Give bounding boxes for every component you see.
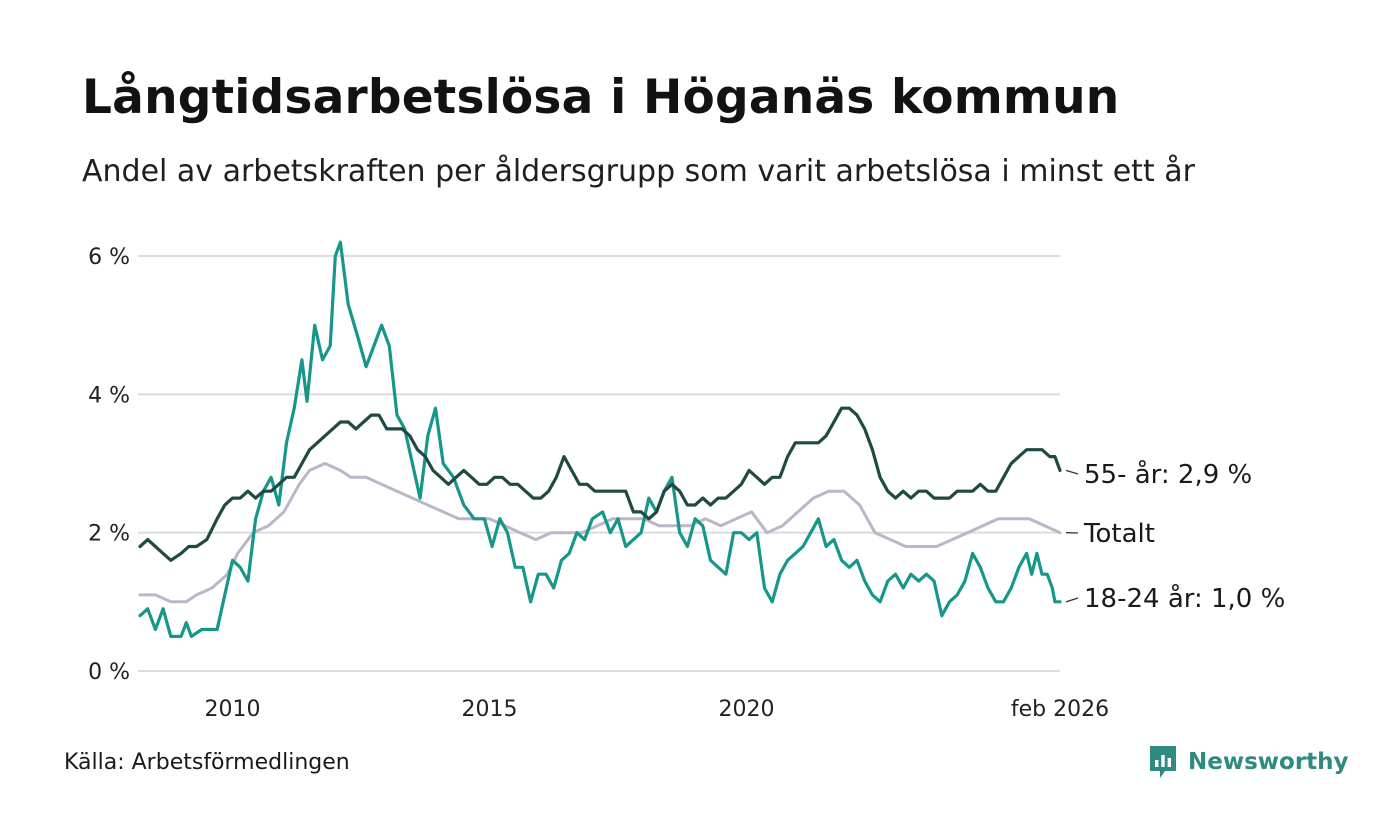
series-lines bbox=[138, 240, 1062, 638]
chart-title: Långtidsarbetslösa i Höganäs kommun bbox=[82, 70, 1120, 125]
gridlines bbox=[138, 255, 1060, 672]
source-note: Källa: Arbetsförmedlingen bbox=[64, 750, 350, 775]
x-axis-ticks: 2010 2015 2020 feb 2026 bbox=[205, 697, 1110, 722]
end-label-young: 18-24 år: 1,0 % bbox=[1084, 583, 1285, 614]
brand-name: Newsworthy bbox=[1188, 749, 1349, 775]
y-tick-label: 4 % bbox=[88, 383, 130, 408]
end-labels: Totalt 18-24 år: 1,0 % 55- år: 2,9 % bbox=[1065, 459, 1285, 614]
series-line-older bbox=[138, 406, 1062, 562]
newsworthy-logo-icon bbox=[1150, 746, 1176, 778]
x-tick-label: feb 2026 bbox=[1011, 697, 1109, 722]
x-tick-label: 2015 bbox=[461, 697, 517, 722]
y-tick-label: 6 % bbox=[88, 245, 130, 270]
x-tick-label: 2020 bbox=[718, 697, 774, 722]
y-tick-label: 2 % bbox=[88, 522, 130, 547]
series-line-young bbox=[138, 240, 1062, 638]
end-label-total: Totalt bbox=[1083, 519, 1155, 549]
y-axis-ticks: 0 % 2 % 4 % 6 % bbox=[88, 245, 130, 685]
end-label-connector bbox=[1065, 597, 1079, 603]
end-label-older: 55- år: 2,9 % bbox=[1084, 459, 1252, 490]
end-label-connector bbox=[1065, 469, 1079, 475]
chart-subtitle: Andel av arbetskraften per åldersgrupp s… bbox=[82, 154, 1195, 189]
x-tick-label: 2010 bbox=[205, 697, 261, 722]
y-tick-label: 0 % bbox=[88, 660, 130, 685]
brand-logo[interactable]: Newsworthy bbox=[1148, 744, 1349, 780]
